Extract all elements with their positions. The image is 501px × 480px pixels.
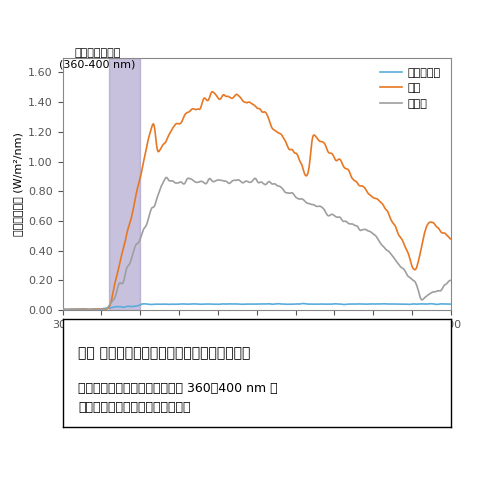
オフィス内 — [85, 307, 91, 312]
Bar — [109, 58, 140, 310]
車内 — [63, 307, 69, 312]
車内 — [202, 95, 208, 101]
車内 — [316, 138, 322, 144]
Line: オフィス内: オフィス内 — [63, 303, 451, 310]
病院内 — [174, 180, 180, 186]
車内 — [311, 132, 317, 138]
Legend: オフィス内, 車内, 病院内: オフィス内, 車内, 病院内 — [376, 63, 445, 113]
オフィス内 — [173, 301, 179, 307]
Text: 図３ 現代社会に欠如しているバイオレット光: 図３ 現代社会に欠如しているバイオレット光 — [78, 346, 250, 360]
オフィス内 — [383, 301, 389, 307]
オフィス内 — [60, 306, 66, 312]
オフィス内 — [316, 301, 322, 307]
オフィス内 — [448, 301, 454, 307]
車内 — [209, 89, 215, 95]
Line: 車内: 車内 — [63, 92, 451, 310]
Y-axis label: 分光放射照度 (W/m²/nm): 分光放射照度 (W/m²/nm) — [13, 132, 23, 236]
オフィス内 — [157, 301, 163, 307]
病院内 — [448, 277, 454, 283]
病院内 — [164, 175, 170, 180]
車内 — [157, 147, 163, 153]
病院内 — [316, 204, 322, 209]
病院内 — [157, 187, 163, 193]
オフィス内 — [202, 301, 208, 307]
病院内 — [202, 181, 208, 187]
オフィス内 — [300, 300, 306, 306]
車内 — [448, 236, 454, 242]
車内 — [383, 206, 389, 212]
Line: 病院内: 病院内 — [63, 178, 451, 310]
病院内 — [64, 307, 70, 312]
Text: オフィス内、車内、病院内では 360－400 nm の
バイオレット光がほとんどない。: オフィス内、車内、病院内では 360－400 nm の バイオレット光がほとんど… — [78, 382, 278, 414]
Text: バイオレット光
(360-400 nm): バイオレット光 (360-400 nm) — [60, 48, 136, 70]
車内 — [173, 121, 179, 127]
オフィス内 — [311, 301, 317, 307]
病院内 — [311, 202, 317, 208]
車内 — [60, 307, 66, 312]
病院内 — [383, 246, 389, 252]
病院内 — [60, 306, 66, 312]
X-axis label: 波長 (nm): 波長 (nm) — [232, 336, 281, 348]
